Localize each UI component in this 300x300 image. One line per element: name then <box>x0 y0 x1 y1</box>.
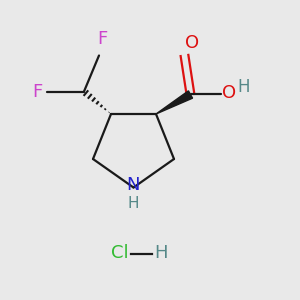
Polygon shape <box>156 91 193 114</box>
Text: N: N <box>127 176 140 194</box>
Text: H: H <box>237 78 250 96</box>
Text: F: F <box>32 82 42 100</box>
Text: H: H <box>154 244 167 262</box>
Text: Cl: Cl <box>111 244 129 262</box>
Text: F: F <box>97 30 107 48</box>
Text: O: O <box>185 34 199 52</box>
Text: O: O <box>222 84 236 102</box>
Text: H: H <box>128 196 139 211</box>
